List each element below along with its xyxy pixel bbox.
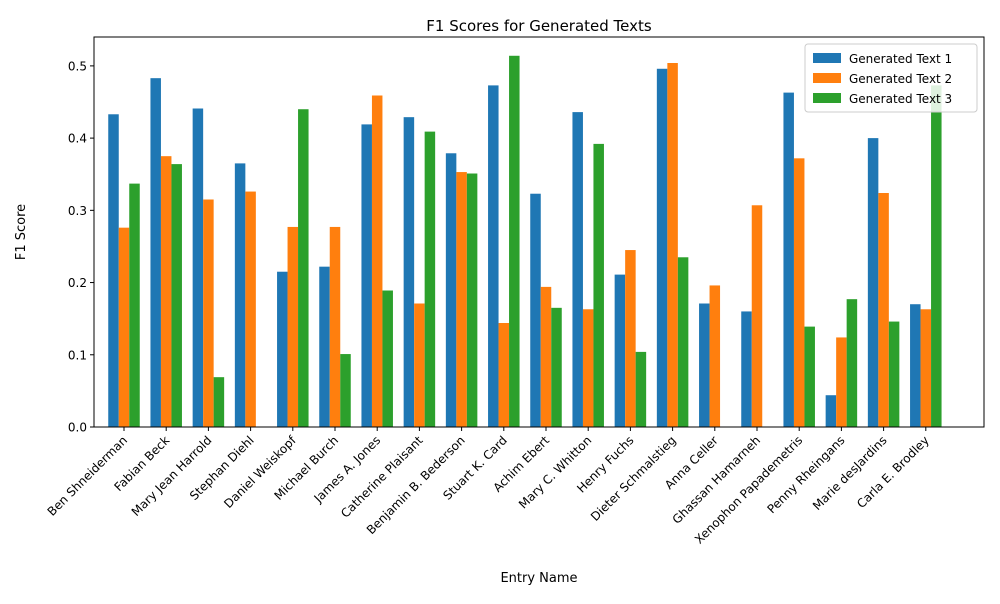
- legend-label-1: Generated Text 1: [849, 52, 952, 66]
- bar-series-2-12: [625, 250, 636, 427]
- bar-series-1-3: [234, 163, 246, 427]
- x-tick-label: Catherine Plaisant: [338, 433, 426, 521]
- bar-series-2-17: [836, 337, 847, 427]
- bar-series-1-14: [699, 303, 710, 427]
- bar-series-1-1: [150, 78, 161, 428]
- x-axis-label: Entry Name: [500, 571, 577, 586]
- bar-series-1-9: [488, 85, 499, 427]
- bar-series-2-10: [540, 286, 552, 427]
- bar-series-1-0: [108, 114, 119, 427]
- x-tick-label: Ben Shneiderman: [45, 433, 131, 519]
- bar-series-3-12: [635, 351, 647, 427]
- bar-series-3-2: [213, 377, 225, 427]
- bar-series-2-18: [878, 193, 889, 427]
- bar-series-3-16: [804, 326, 815, 427]
- bar-series-1-17: [825, 395, 837, 427]
- x-tick-label: Daniel Weiskopf: [221, 433, 299, 511]
- legend-label-3: Generated Text 3: [849, 92, 952, 106]
- y-axis: 0.0 0.1 0.2 0.3 0.4 0.5: [68, 59, 94, 435]
- bar-series-2-3: [245, 191, 256, 427]
- x-tick-label: Mary Jean Harrold: [129, 433, 215, 519]
- bar-series-1-18: [867, 138, 879, 428]
- bar-series-1-12: [614, 274, 626, 427]
- bar-series-3-13: [677, 257, 689, 427]
- bar-series-1-8: [445, 153, 457, 427]
- bar-series-3-8: [466, 173, 478, 427]
- bar-series-1-13: [656, 68, 668, 427]
- legend-swatch-2: [813, 73, 841, 83]
- bar-series-1-16: [783, 92, 794, 428]
- x-tick-label: Carla E. Brodley: [854, 433, 932, 511]
- y-tick-label: 0.5: [68, 59, 87, 73]
- bar-series-2-8: [456, 172, 467, 427]
- legend-swatch-1: [813, 53, 841, 63]
- bar-series-3-4: [298, 109, 309, 427]
- bar-series-2-11: [582, 309, 594, 427]
- bar-series-1-11: [572, 112, 583, 428]
- bars-group: [108, 55, 942, 428]
- bar-series-3-19: [931, 85, 942, 427]
- bar-series-2-2: [203, 199, 214, 427]
- y-tick-label: 0.1: [68, 348, 87, 362]
- chart-title: F1 Scores for Generated Texts: [426, 17, 652, 35]
- bar-series-3-10: [551, 307, 562, 427]
- bar-series-1-6: [361, 124, 372, 427]
- legend-box: [804, 43, 978, 113]
- bar-series-2-19: [920, 309, 932, 427]
- y-axis-label: F1 Score: [14, 204, 29, 260]
- bar-series-3-9: [509, 55, 520, 427]
- bar-series-2-5: [329, 226, 341, 427]
- bar-series-3-6: [382, 290, 393, 427]
- bar-series-2-6: [371, 95, 383, 427]
- bar-series-2-7: [414, 303, 425, 427]
- bar-series-3-18: [888, 321, 900, 427]
- bar-series-1-7: [403, 117, 415, 428]
- x-tick-label: Penny Rheingans: [764, 433, 847, 516]
- bar-series-2-9: [498, 323, 510, 427]
- bar-series-2-4: [287, 226, 299, 427]
- bar-series-2-16: [793, 158, 805, 427]
- bar-series-2-14: [709, 285, 721, 427]
- legend-swatch-3: [813, 93, 841, 103]
- bar-series-1-10: [530, 193, 541, 427]
- plot-frame: [93, 36, 985, 428]
- bar-series-2-15: [751, 205, 763, 427]
- bar-series-1-19: [910, 304, 921, 427]
- bar-series-1-2: [192, 108, 204, 427]
- bar-series-3-0: [129, 183, 140, 427]
- bar-series-2-13: [667, 63, 678, 427]
- x-tick-label: Marie desJardins: [810, 433, 890, 513]
- y-tick-label: 0.3: [68, 204, 87, 218]
- bar-series-3-7: [424, 131, 436, 428]
- legend: Generated Text 1 Generated Text 2 Generate…: [804, 43, 978, 113]
- bar-series-2-1: [160, 156, 172, 428]
- bar-series-3-17: [846, 299, 858, 427]
- y-tick-label: 0.4: [68, 132, 87, 146]
- bar-series-1-5: [319, 266, 330, 427]
- bar-series-3-1: [171, 164, 182, 428]
- bar-series-1-4: [277, 271, 288, 427]
- y-tick-label: 0.2: [68, 276, 87, 290]
- x-tick-label: Mary C. Whitton: [516, 433, 594, 511]
- bar-series-1-15: [741, 311, 752, 427]
- legend-label-2: Generated Text 2: [849, 72, 952, 86]
- bar-series-3-5: [340, 354, 351, 427]
- bar-series-2-0: [118, 227, 130, 427]
- bar-series-3-11: [593, 143, 604, 427]
- y-tick-label: 0.0: [68, 421, 87, 435]
